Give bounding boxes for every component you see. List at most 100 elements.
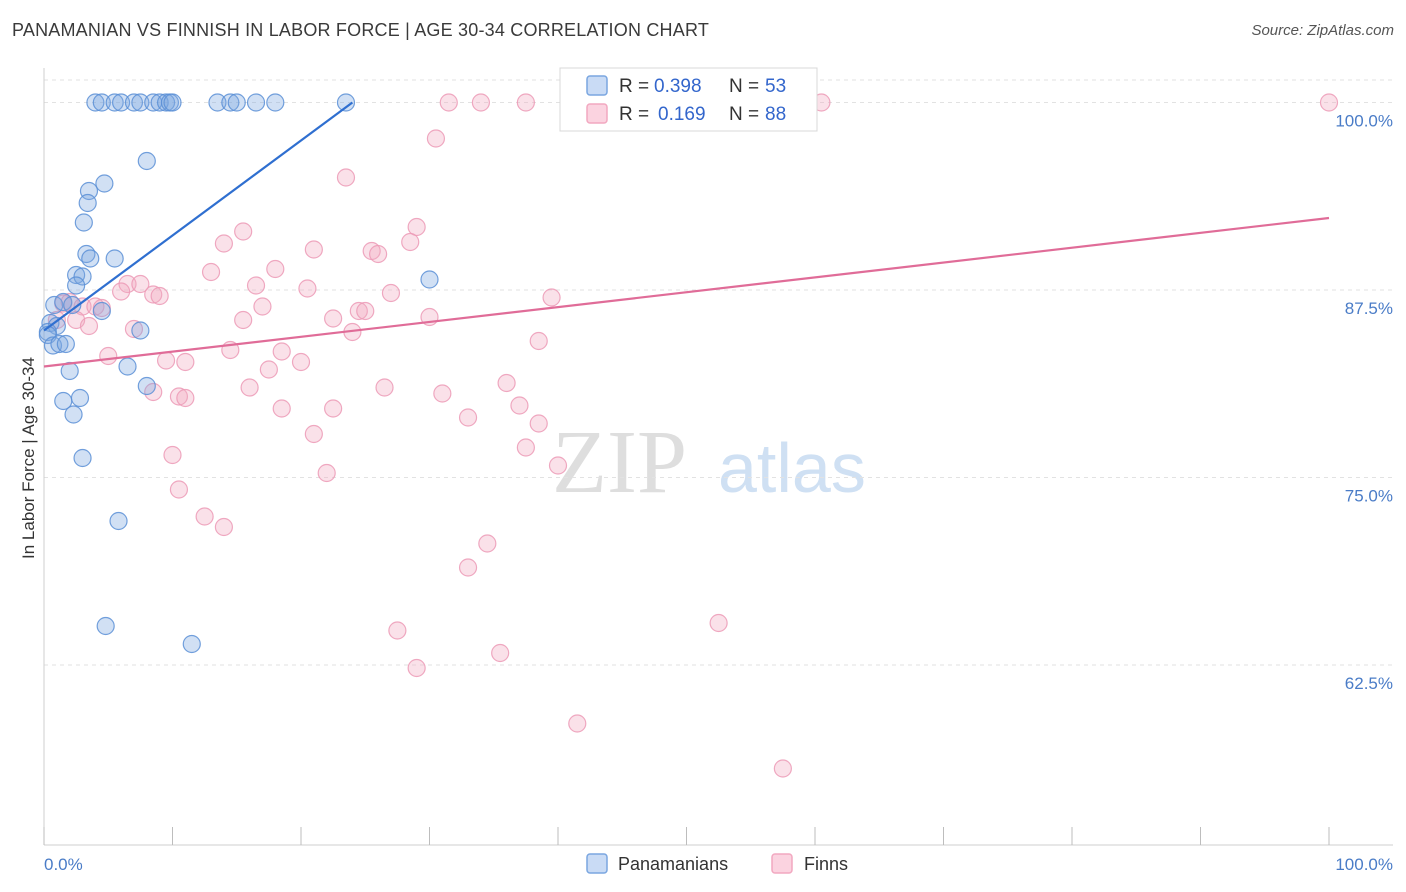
y-tick-label: 100.0% bbox=[1335, 112, 1393, 131]
y-tick-label: 75.0% bbox=[1345, 487, 1393, 506]
series-legend-label-finns: Finns bbox=[804, 854, 848, 874]
panamanians-point bbox=[131, 93, 150, 112]
chart-title: PANAMANIAN VS FINNISH IN LABOR FORCE | A… bbox=[12, 20, 710, 40]
x-tick-label-max: 100.0% bbox=[1335, 855, 1393, 874]
finns-point bbox=[317, 463, 336, 483]
finns-point bbox=[169, 480, 189, 499]
panamanians-point bbox=[131, 321, 150, 340]
legend-swatch-finns bbox=[586, 103, 608, 124]
finns-point bbox=[349, 301, 368, 321]
panamanians-point bbox=[208, 93, 227, 112]
panamanians-point bbox=[137, 376, 156, 396]
panamanians-point bbox=[67, 276, 86, 295]
finns-point bbox=[144, 285, 163, 304]
finns-point bbox=[118, 274, 137, 294]
finns-point bbox=[1319, 93, 1339, 112]
finns-point bbox=[259, 360, 278, 379]
legend-n-value-panamanians: 53 bbox=[765, 76, 786, 97]
correlation-legend: R = 0.398 N = 53 R = 0.169 N = 88 bbox=[559, 67, 818, 132]
legend-r-label: R = bbox=[619, 76, 649, 97]
finns-point bbox=[234, 310, 253, 330]
finns-point bbox=[336, 168, 356, 187]
panamanians-point bbox=[63, 295, 82, 315]
panamanians-point bbox=[50, 334, 69, 354]
finns-point bbox=[458, 408, 478, 427]
finns-point bbox=[407, 217, 426, 237]
finns-point bbox=[491, 643, 510, 663]
finns-point bbox=[124, 319, 144, 339]
legend-n-value-finns: 88 bbox=[765, 104, 786, 125]
finns-point bbox=[426, 129, 446, 148]
legend-r-value-panamanians: 0.398 bbox=[654, 76, 702, 97]
finns-point bbox=[516, 93, 535, 112]
finns-point bbox=[246, 276, 266, 295]
series-legend-label-panamanians: Panamanians bbox=[618, 854, 728, 874]
finns-point bbox=[99, 346, 118, 366]
finns-point bbox=[150, 286, 169, 306]
finns-point bbox=[131, 274, 150, 294]
panamanians-point bbox=[266, 93, 285, 112]
panamanians-point bbox=[78, 193, 97, 213]
panamanians-point bbox=[73, 267, 92, 286]
finns-point bbox=[272, 399, 291, 418]
panamanians-point bbox=[163, 93, 182, 112]
finns-point bbox=[497, 373, 516, 393]
panamanians-point bbox=[64, 405, 83, 424]
panamanians-point bbox=[92, 93, 111, 112]
finns-point bbox=[369, 244, 388, 264]
series-legend: Panamanians Finns bbox=[586, 853, 848, 874]
panamanians-point bbox=[109, 511, 128, 531]
gridlines bbox=[44, 79, 1393, 666]
panamanians-point bbox=[111, 93, 131, 112]
finns-point bbox=[201, 262, 221, 282]
finns-point bbox=[163, 445, 182, 465]
panamanians-point bbox=[86, 93, 105, 112]
finns-point bbox=[529, 414, 548, 433]
panamanians-point bbox=[118, 357, 137, 376]
panamanians-point bbox=[70, 388, 90, 408]
finns-point bbox=[266, 259, 285, 279]
panamanians-point bbox=[95, 174, 114, 193]
finns-point bbox=[458, 558, 478, 577]
finns-point bbox=[304, 424, 323, 444]
panamanians-point bbox=[156, 93, 176, 112]
legend-swatch-panamanians bbox=[586, 75, 608, 96]
y-axis-label: In Labor Force | Age 30-34 bbox=[19, 357, 38, 559]
finns-point bbox=[214, 517, 233, 537]
y-tick-labels: 100.0% 87.5% 75.0% 62.5% bbox=[1335, 112, 1393, 694]
panamanians-point bbox=[74, 213, 93, 232]
panamanians-point bbox=[336, 93, 356, 112]
panamanians-point bbox=[54, 391, 73, 411]
finns-point bbox=[195, 507, 214, 526]
trend-lines bbox=[43, 101, 1330, 368]
source-credit: Source: ZipAtlas.com bbox=[1251, 22, 1394, 39]
legend-r-label: R = bbox=[619, 104, 649, 125]
panamanians-point bbox=[92, 301, 111, 321]
finns-point bbox=[356, 301, 375, 321]
panamanians-trend-line bbox=[43, 101, 354, 332]
finns-point bbox=[169, 387, 189, 406]
finns-point bbox=[324, 399, 343, 418]
panamanians-point bbox=[56, 334, 75, 354]
finns-point bbox=[439, 93, 458, 112]
finns-point bbox=[381, 283, 401, 303]
panamanians-point bbox=[182, 634, 201, 654]
finns-point bbox=[304, 240, 323, 259]
finns-point bbox=[773, 759, 792, 778]
finns-point bbox=[407, 658, 426, 678]
panamanians-point bbox=[150, 93, 169, 112]
panamanians-point bbox=[73, 448, 92, 468]
legend-r-value-finns: 0.169 bbox=[658, 104, 706, 125]
finns-point bbox=[542, 288, 561, 307]
series-legend-swatch-panamanians bbox=[586, 853, 608, 874]
finns-trend-line bbox=[43, 216, 1330, 368]
finns-point bbox=[176, 352, 195, 372]
panamanians-point bbox=[105, 93, 124, 112]
finns-points bbox=[47, 93, 1339, 778]
finns-point bbox=[156, 351, 176, 370]
panamanians-point bbox=[221, 93, 240, 112]
panamanians-point bbox=[137, 151, 156, 171]
finns-point bbox=[214, 234, 233, 253]
series-legend-swatch-finns bbox=[771, 853, 793, 874]
